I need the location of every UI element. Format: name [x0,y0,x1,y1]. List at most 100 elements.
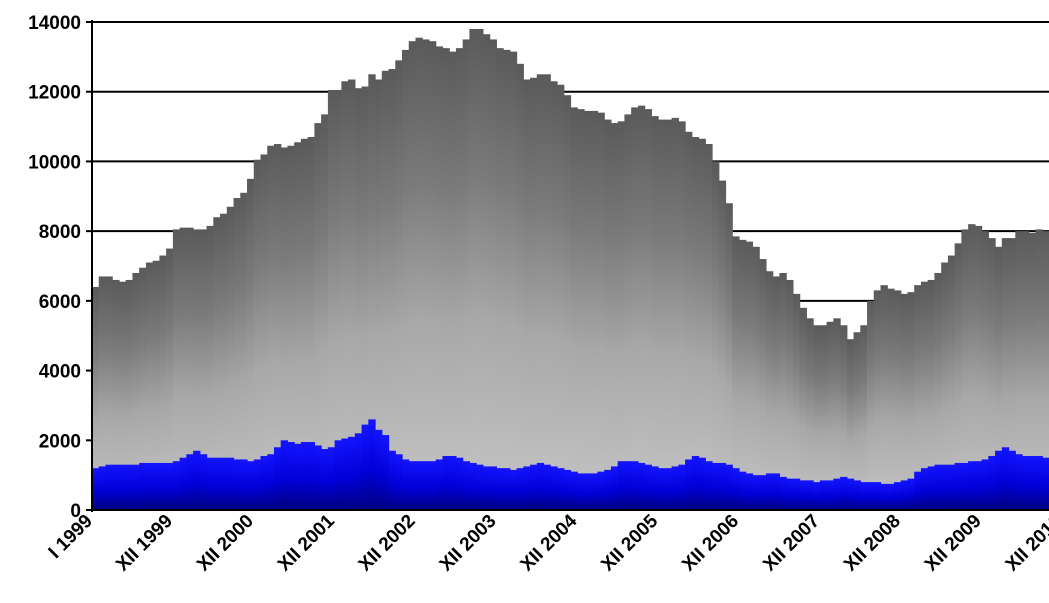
bar-subset [604,469,612,510]
bar-subset [132,464,140,510]
bar-total [631,107,639,511]
y-tick-label: 2000 [39,431,81,452]
bar-total [435,46,444,511]
bar-subset [853,480,861,510]
y-tick-label: 14000 [28,13,81,34]
bar-subset [226,457,235,510]
bar-subset [368,419,376,510]
bar-subset [408,461,417,510]
bar-total [321,114,329,511]
bar-total [671,117,679,511]
bar-subset [631,461,639,510]
bar-subset [961,462,969,510]
bar-total [563,95,572,510]
bar-subset [637,462,646,510]
bar-subset [1008,450,1016,510]
bar-subset [321,449,329,510]
bar-subset [752,475,760,510]
x-tick-label: XII 2000 [193,511,258,576]
bar-subset [954,462,962,510]
bar-total [361,86,369,511]
bar-subset [105,464,113,510]
bar-subset [530,464,538,510]
bar-subset [233,459,241,510]
bar-subset [152,462,160,510]
bar-total [887,288,895,510]
bar-subset [172,461,181,510]
bar-total [590,110,599,510]
bar-total [826,321,834,510]
bar-subset [523,466,531,510]
bar-subset [186,454,194,510]
bar-total [880,285,888,510]
bar-total [995,246,1003,510]
bar-total [610,123,619,510]
bar-total [395,60,403,511]
bar-total [125,279,134,510]
bar-subset [381,435,390,510]
bar-total [280,147,289,511]
bar-total [402,49,410,510]
bar-subset [354,433,363,510]
bar-total [247,178,255,511]
bar-total [597,112,605,510]
x-tick-label: XII 2010 [1002,511,1049,576]
bar-subset [145,462,154,510]
bar-subset [799,480,807,510]
bar-subset [658,468,666,510]
x-tick-label: XII 2009 [921,511,986,576]
y-tick-label: 0 [70,501,81,522]
bar-total [961,229,969,510]
bar-subset [597,471,605,510]
bar-subset [449,455,457,510]
bar-total [455,48,464,510]
bar-total [1015,231,1023,510]
bar-total [166,248,174,510]
bar-total [988,238,996,511]
bar-total [1022,231,1030,510]
bar-total [132,272,140,510]
bar-total [543,74,551,510]
bar-total [725,203,733,510]
bar-total [348,79,356,510]
bar-subset [759,475,767,510]
bar-subset [738,471,747,510]
y-tick-label: 12000 [28,83,81,104]
bar-subset [570,471,578,510]
bar-subset [671,466,679,510]
bar-subset [718,462,727,510]
bar-subset [644,464,652,510]
x-tick-label: XII 2005 [597,510,662,575]
bar-subset [503,468,511,510]
bar-total [651,116,659,511]
bar-total [853,332,861,510]
bar-total [159,255,167,510]
bar-total [779,272,787,510]
x-tick-label: XII 1999 [112,511,177,576]
bar-total [658,119,666,510]
bar-subset [118,464,127,510]
bar-subset [772,473,781,510]
bar-subset [698,457,706,510]
bar-total [240,192,248,511]
y-axis-ticks: 0 2000 4000 6000 8000 10000 12000 14000 [28,13,92,522]
bar-total [179,227,187,510]
bar-subset [139,462,147,510]
bar-subset [300,442,309,510]
bar-total [705,144,713,510]
bar-subset [159,462,167,510]
bar-subset [988,455,996,510]
bar-total [273,144,282,510]
bar-subset [557,468,565,510]
bar-subset [455,457,464,510]
bar-subset [819,480,828,510]
bar-subset [509,469,518,510]
bar-subset [900,480,909,510]
bar-subset [1022,455,1030,510]
bar-total [678,121,686,510]
bar-total [772,276,781,510]
bar-total [604,119,612,510]
bar-total [294,142,302,510]
bar-subset [745,473,754,510]
